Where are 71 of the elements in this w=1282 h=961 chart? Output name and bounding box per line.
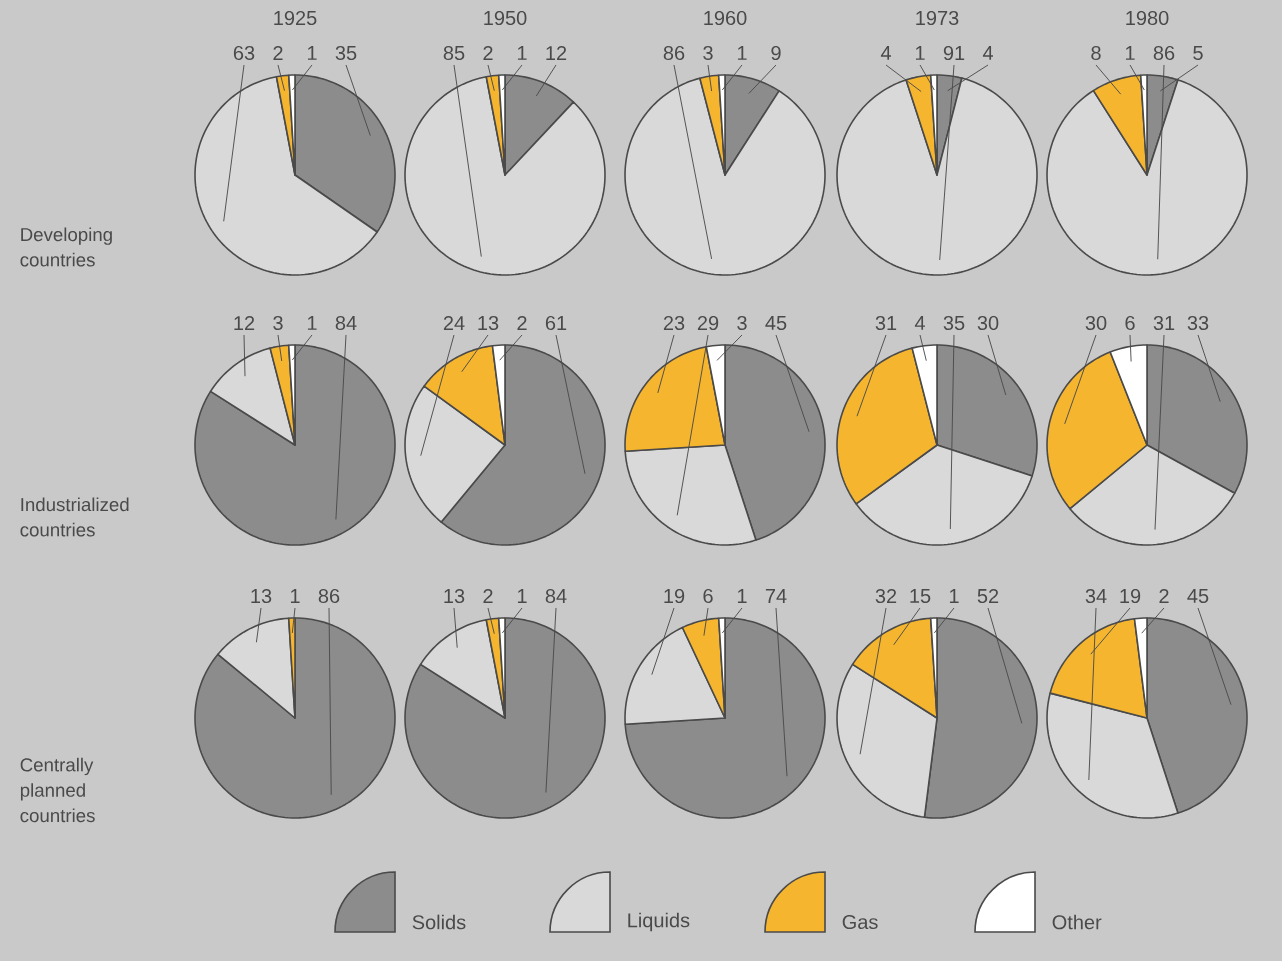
data-label: 3: [273, 315, 283, 331]
data-label: 8: [1091, 45, 1101, 61]
data-label: 6: [1125, 315, 1135, 331]
data-label: 1: [1125, 46, 1135, 60]
data-label: 12: [234, 316, 255, 330]
data-label: 4: [880, 46, 891, 60]
chart-title: 1980: [1126, 10, 1169, 26]
text: Centrally planned countries: [20, 757, 95, 823]
data-label: 45: [765, 316, 787, 330]
data-label: 1: [290, 589, 300, 603]
data-label: 85: [443, 45, 465, 61]
data-label: 1: [737, 46, 747, 60]
data-label: 31: [875, 315, 897, 331]
data-label: 4: [982, 46, 993, 60]
data-label: 19: [664, 588, 685, 604]
data-label: 1: [737, 589, 747, 603]
data-label: 91: [943, 45, 965, 61]
data-label: 13: [444, 588, 465, 604]
data-label: 15: [910, 589, 931, 603]
data-label: 13: [251, 588, 272, 604]
data-label: 84: [545, 588, 567, 604]
text: Developing countries: [20, 227, 112, 267]
data-label: 84: [335, 315, 357, 331]
data-label: 86: [663, 45, 685, 61]
chart-title: 1960: [704, 10, 747, 26]
data-label: 12: [546, 46, 567, 60]
data-label: 32: [875, 588, 897, 604]
data-label: 6: [703, 588, 713, 604]
data-label: 2: [517, 316, 527, 330]
data-label: 1: [915, 46, 925, 60]
data-label: 1: [517, 46, 527, 60]
chart-title: 1950: [484, 10, 527, 26]
data-label: 2: [483, 589, 493, 603]
data-label: 34: [1085, 588, 1107, 604]
data-label: 24: [443, 316, 465, 330]
data-label: 30: [1085, 315, 1107, 331]
data-label: 35: [335, 45, 357, 61]
chart-title: 1925: [274, 10, 317, 26]
data-label: 1: [307, 46, 317, 60]
data-label: 1: [949, 589, 959, 603]
legend-label: Gas: [842, 914, 878, 930]
data-label: 29: [697, 315, 719, 331]
data-label: 61: [545, 315, 567, 331]
data-label: 2: [1159, 589, 1169, 603]
data-label: 13: [478, 315, 499, 331]
data-label: 3: [737, 315, 747, 331]
text: Industrialized countries: [20, 497, 129, 537]
data-label: 52: [977, 588, 999, 604]
data-label: 5: [1193, 46, 1203, 60]
data-label: 86: [1153, 45, 1175, 61]
data-label: 33: [1187, 315, 1209, 331]
legend-label: Other: [1052, 914, 1102, 930]
data-label: 3: [703, 45, 713, 61]
data-label: 1: [517, 589, 527, 603]
data-label: 31: [1153, 315, 1175, 331]
data-label: 9: [771, 45, 781, 61]
legend-label: Liquids: [628, 912, 690, 932]
data-label: 2: [483, 46, 493, 60]
data-label: 74: [765, 589, 787, 603]
data-label: 2: [273, 46, 283, 60]
data-label: 45: [1187, 589, 1209, 603]
data-label: 4: [914, 316, 925, 330]
chart-title: 1973: [916, 10, 959, 26]
data-label: 19: [1120, 588, 1141, 604]
data-label: 86: [318, 588, 340, 604]
legend-label: Solids: [412, 914, 466, 930]
data-label: 23: [663, 315, 685, 331]
data-label: 63: [233, 45, 255, 61]
data-label: 35: [943, 315, 965, 331]
data-label: 30: [977, 315, 999, 331]
data-label: 1: [307, 316, 317, 330]
